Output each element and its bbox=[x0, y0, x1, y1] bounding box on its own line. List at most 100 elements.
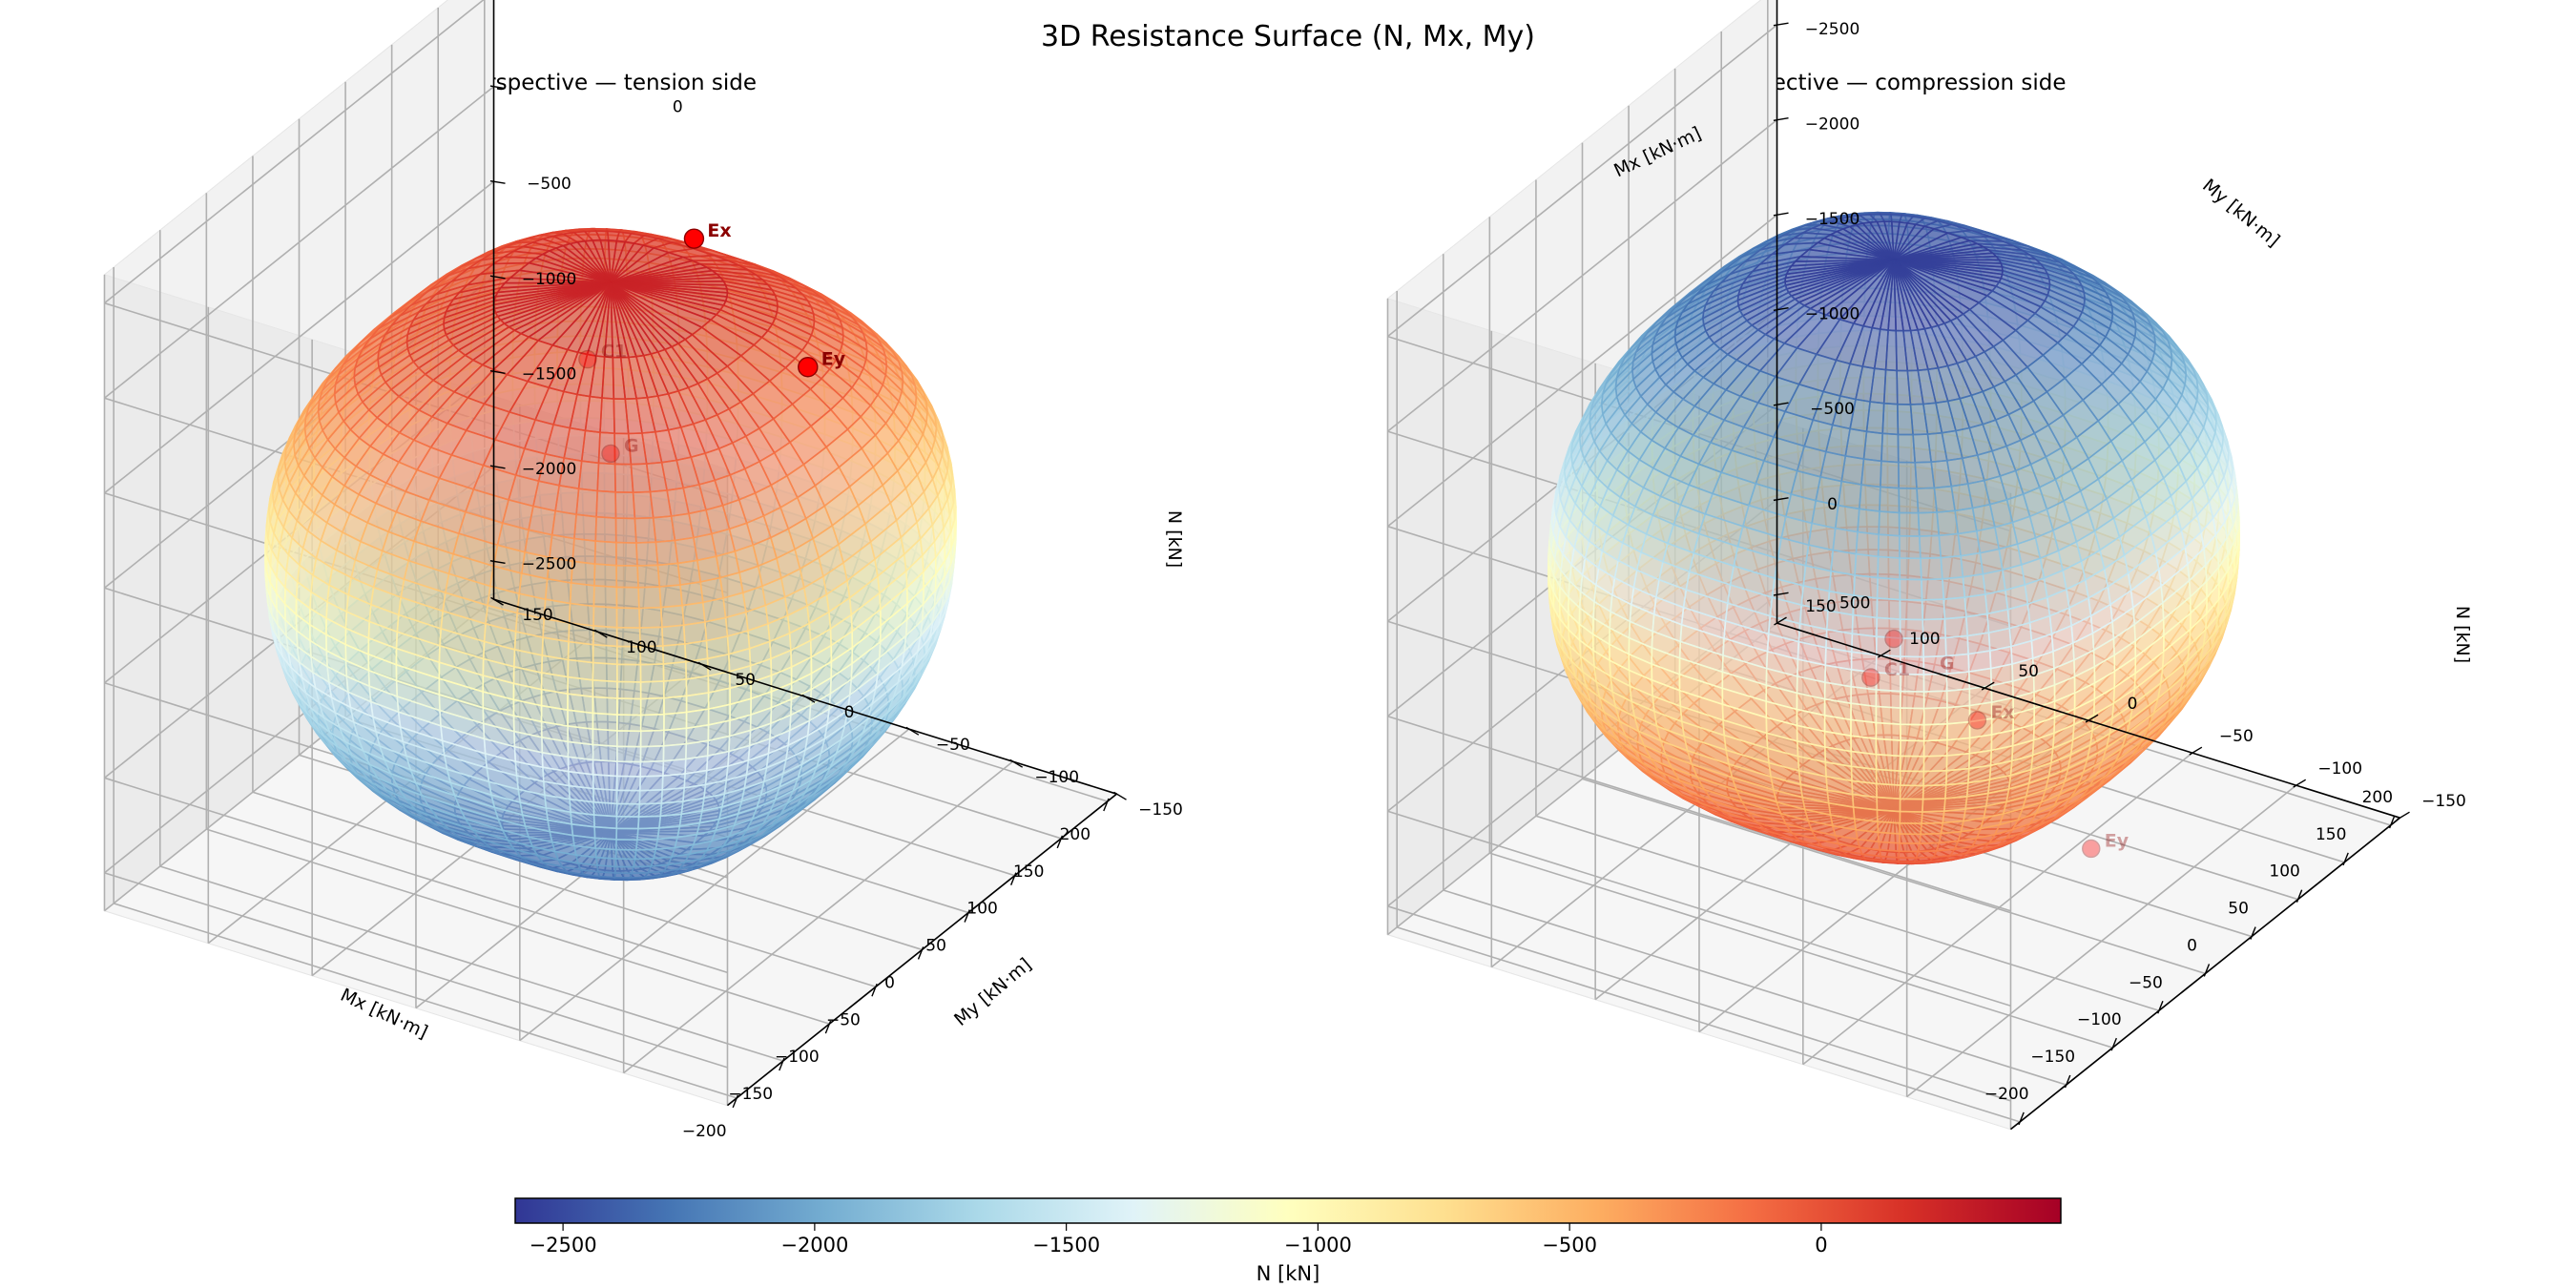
z-tick-label: 0 bbox=[673, 97, 683, 116]
surface-facet bbox=[1882, 368, 1899, 405]
x-tick-label: 0 bbox=[884, 973, 895, 992]
surface-facet bbox=[1900, 739, 1925, 758]
surface-facet bbox=[663, 711, 688, 732]
surface-facet bbox=[614, 490, 636, 520]
surface-facet bbox=[614, 858, 636, 868]
surface-facet bbox=[616, 680, 642, 700]
surface-facet bbox=[1922, 722, 1948, 742]
surface-facet bbox=[1900, 723, 1925, 742]
surface-facet bbox=[1896, 403, 1914, 436]
surface-facet bbox=[696, 555, 721, 583]
surface-facet bbox=[592, 584, 618, 609]
surface-facet bbox=[592, 661, 618, 683]
surface-facet bbox=[630, 463, 652, 494]
surface-facet bbox=[1875, 689, 1901, 709]
surface-facet bbox=[595, 489, 617, 519]
gridline bbox=[103, 86, 495, 399]
surface-facet bbox=[1899, 784, 1924, 800]
surface-facet bbox=[1900, 770, 1925, 787]
surface-facet bbox=[634, 838, 659, 851]
surface-facet bbox=[601, 356, 615, 400]
z-tick-label: −2000 bbox=[522, 460, 577, 479]
surface-facet bbox=[592, 758, 618, 778]
surface-facet bbox=[638, 606, 663, 629]
surface-facet bbox=[568, 602, 595, 627]
surface-facet bbox=[592, 743, 618, 763]
surface-facet bbox=[592, 728, 618, 748]
surface-facet bbox=[674, 536, 698, 565]
point-label-c1: C1 bbox=[601, 342, 627, 363]
point-label-ex: Ex bbox=[707, 220, 731, 241]
x-tick-label: −50 bbox=[826, 1010, 861, 1029]
surface-facet bbox=[1922, 755, 1948, 773]
surface-facet bbox=[592, 643, 618, 666]
surface-facet bbox=[616, 697, 642, 717]
surface-facet bbox=[1900, 707, 1925, 726]
surface-facet bbox=[554, 484, 580, 516]
x-tick-label: −150 bbox=[728, 1085, 773, 1104]
y-tick-label: 0 bbox=[844, 703, 855, 722]
z-tick-label: −2500 bbox=[522, 554, 577, 573]
point-marker-c1 bbox=[578, 349, 597, 369]
surface-facet bbox=[594, 515, 617, 544]
surface-facet bbox=[662, 678, 688, 699]
surface-facet bbox=[592, 678, 618, 699]
surface-facet bbox=[569, 582, 595, 608]
surface-facet bbox=[615, 607, 641, 629]
surface-facet bbox=[639, 713, 665, 733]
z-tick-label: 500 bbox=[533, 0, 564, 4]
surface-facet bbox=[637, 802, 663, 818]
surface-facet bbox=[615, 827, 639, 841]
y-tick-label: −50 bbox=[936, 736, 970, 755]
surface-facet bbox=[661, 624, 686, 647]
surface-facet bbox=[613, 398, 630, 435]
surface-facet bbox=[592, 712, 618, 732]
figure-title: 3D Resistance Surface (N, Mx, My) bbox=[1041, 20, 1535, 53]
surface-facet bbox=[615, 789, 641, 805]
surface-facet bbox=[1922, 769, 1948, 787]
surface-facet bbox=[1946, 720, 1971, 741]
y-tick-label: −100 bbox=[1034, 768, 1079, 787]
surface-facet bbox=[1840, 454, 1865, 486]
surface-facet bbox=[1922, 738, 1948, 758]
surface-facet bbox=[1922, 783, 1947, 800]
surface-facet bbox=[1844, 427, 1868, 461]
surface-facet bbox=[637, 815, 662, 830]
surface-facet bbox=[658, 584, 683, 609]
surface-facet bbox=[615, 586, 640, 610]
surface-facet bbox=[663, 695, 688, 716]
surface-facet bbox=[659, 604, 685, 629]
surface-facet bbox=[639, 759, 665, 778]
surface-facet bbox=[580, 429, 601, 465]
surface-facet bbox=[1897, 433, 1917, 464]
surface-facet bbox=[1918, 832, 1942, 845]
surface-facet bbox=[1880, 432, 1900, 464]
surface-facet bbox=[575, 488, 599, 518]
surface-facet bbox=[1900, 690, 1925, 710]
surface-facet bbox=[592, 787, 618, 805]
surface-facet bbox=[1875, 737, 1901, 758]
surface-facet bbox=[577, 460, 600, 492]
surface-facet bbox=[632, 490, 654, 520]
surface-facet bbox=[634, 516, 657, 544]
surface-facet bbox=[613, 463, 634, 494]
surface-facet bbox=[639, 680, 665, 700]
surface-facet bbox=[662, 660, 688, 682]
surface-facet bbox=[599, 397, 615, 435]
surface-facet bbox=[551, 509, 577, 540]
z-tick-label: −1000 bbox=[522, 270, 577, 289]
axes-tension-side: −200−150−100−50050100150200−150−100−5005… bbox=[103, 0, 1185, 1141]
surface-facet bbox=[639, 696, 665, 717]
y-tick-mark bbox=[1113, 791, 1127, 800]
gridline bbox=[104, 777, 728, 974]
surface-facet bbox=[1862, 430, 1884, 463]
surface-facet bbox=[1876, 796, 1901, 813]
surface-facet bbox=[614, 517, 637, 544]
surface-facet bbox=[654, 539, 679, 567]
y-tick-label: 150 bbox=[522, 606, 552, 625]
surface-facet bbox=[1922, 798, 1946, 813]
x-tick-label: −200 bbox=[682, 1122, 727, 1141]
gridline bbox=[519, 728, 910, 1042]
point-label-ey: Ey bbox=[821, 349, 846, 370]
surface-facet bbox=[592, 696, 618, 716]
